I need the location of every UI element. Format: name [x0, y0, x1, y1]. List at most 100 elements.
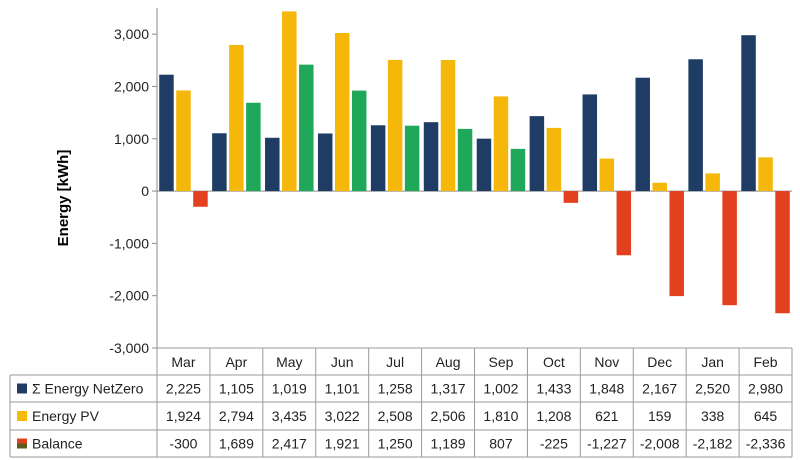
- category-label: Oct: [543, 354, 565, 370]
- series-name: Energy PV: [32, 408, 100, 424]
- data-value: -2,182: [693, 436, 733, 452]
- bar-balance-aug: [457, 128, 473, 192]
- data-value: -2,336: [746, 436, 786, 452]
- bar-balance-jul: [404, 125, 420, 192]
- legend-key: [17, 383, 27, 394]
- data-value: 2,980: [748, 381, 783, 397]
- bar-balance-jun: [351, 90, 367, 192]
- y-tick-label: 0: [141, 183, 149, 199]
- bar-energy-pv-aug: [440, 59, 456, 192]
- bar-energy-netzero-aug: [423, 122, 439, 192]
- y-tick-label: -1,000: [109, 235, 149, 251]
- bar-energy-netzero-dec: [635, 77, 650, 192]
- category-label: Nov: [594, 354, 619, 370]
- data-value: 1,921: [325, 436, 360, 452]
- bar-balance-nov: [616, 191, 632, 256]
- bar-energy-pv-sep: [493, 96, 509, 192]
- data-value: 2,508: [378, 408, 413, 424]
- bar-energy-netzero-sep: [476, 138, 492, 192]
- bar-balance-jan: [722, 191, 737, 306]
- data-value: 2,794: [219, 408, 254, 424]
- data-value: 2,520: [695, 381, 730, 397]
- category-label: Aug: [436, 354, 461, 370]
- data-value: 3,435: [272, 408, 307, 424]
- data-value: -300: [169, 436, 197, 452]
- data-value: 1,101: [325, 381, 360, 397]
- legend-key: [17, 411, 27, 421]
- data-value: 1,317: [431, 381, 466, 397]
- category-label: Dec: [647, 354, 672, 370]
- bar-energy-netzero-jan: [688, 59, 703, 192]
- data-value: 2,506: [431, 408, 466, 424]
- data-value: 1,019: [272, 381, 307, 397]
- y-tick-label: 2,000: [114, 78, 149, 94]
- y-axis-title: Energy [kWh]: [55, 150, 72, 247]
- bar-energy-netzero-feb: [741, 35, 756, 192]
- data-table: Mar Apr May Jun Jul Aug Sep Oct Nov Dec Jan Feb Σ En…: [9, 347, 793, 458]
- data-value: 1,848: [589, 381, 624, 397]
- bar-energy-pv-oct: [546, 127, 562, 192]
- data-value: -1,227: [587, 436, 627, 452]
- series-name: Σ Energy NetZero: [32, 381, 144, 397]
- bar-energy-netzero-apr: [212, 133, 227, 192]
- legend-key-balance-top: [17, 438, 27, 444]
- data-value: 1,250: [378, 436, 413, 452]
- bar-balance-feb: [775, 191, 790, 314]
- category-label: Feb: [753, 354, 777, 370]
- bar-energy-pv-jan: [705, 173, 720, 192]
- series-name: Balance: [32, 436, 83, 452]
- category-label: Jun: [331, 354, 354, 370]
- plot-area: -3,000 -2,000 -1,000 0 1,000 2,000 3,000: [109, 8, 792, 356]
- bar-energy-pv-jul: [387, 59, 403, 192]
- bar-energy-netzero-nov: [582, 94, 598, 192]
- data-value: 2,417: [272, 436, 307, 452]
- y-tick-label: 1,000: [114, 131, 149, 147]
- y-tick-label: -2,000: [109, 288, 149, 304]
- bar-energy-netzero-jul: [370, 125, 386, 192]
- data-value: 1,433: [536, 381, 571, 397]
- data-value: 621: [595, 408, 619, 424]
- bar-energy-pv-dec: [652, 182, 667, 192]
- category-label: Mar: [171, 354, 195, 370]
- data-value: 2,225: [166, 381, 201, 397]
- data-value: 1,689: [219, 436, 254, 452]
- bar-energy-netzero-may: [265, 137, 280, 192]
- data-value: 1,189: [431, 436, 466, 452]
- legend-key-balance-bottom: [17, 443, 27, 449]
- bar-balance-mar: [193, 191, 208, 207]
- bar-energy-netzero-jun: [317, 133, 333, 192]
- bar-energy-netzero-oct: [529, 116, 545, 192]
- category-label: Apr: [225, 354, 247, 370]
- data-value: 807: [489, 436, 513, 452]
- bar-balance-dec: [669, 191, 684, 297]
- bar-energy-pv-apr: [229, 44, 244, 192]
- data-value: 1,258: [378, 381, 413, 397]
- data-value: 1,924: [166, 408, 201, 424]
- bar-balance-may: [299, 64, 314, 192]
- bar-energy-pv-jun: [334, 33, 350, 192]
- data-value: 1,105: [219, 381, 254, 397]
- data-value: 2,167: [642, 381, 677, 397]
- category-label: Jul: [386, 354, 404, 370]
- bar-balance-oct: [563, 191, 579, 203]
- data-value: 1,208: [536, 408, 571, 424]
- data-value: 159: [648, 408, 672, 424]
- bar-energy-pv-mar: [176, 90, 191, 192]
- data-value: 1,002: [483, 381, 518, 397]
- data-value: 338: [701, 408, 725, 424]
- category-label: May: [276, 354, 302, 370]
- bar-balance-apr: [246, 102, 261, 192]
- data-value: 645: [754, 408, 778, 424]
- data-value: 1,810: [483, 408, 518, 424]
- bar-energy-netzero-mar: [159, 74, 174, 192]
- y-tick-label: -3,000: [109, 340, 149, 356]
- data-value: -225: [540, 436, 568, 452]
- y-tick-label: 3,000: [114, 26, 149, 42]
- bar-energy-pv-nov: [599, 158, 615, 192]
- category-label: Sep: [488, 354, 513, 370]
- category-label: Jan: [701, 354, 724, 370]
- bar-energy-pv-may: [282, 11, 297, 192]
- data-value: -2,008: [640, 436, 680, 452]
- bar-balance-sep: [510, 148, 526, 192]
